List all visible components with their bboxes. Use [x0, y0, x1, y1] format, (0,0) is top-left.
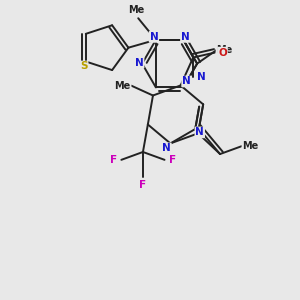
- Text: Me: Me: [114, 81, 131, 91]
- Text: N: N: [135, 58, 144, 68]
- Text: Me: Me: [242, 141, 259, 151]
- Text: F: F: [169, 155, 176, 165]
- Text: N: N: [150, 32, 158, 42]
- Text: N: N: [162, 143, 171, 153]
- Text: F: F: [140, 180, 146, 190]
- Text: N: N: [197, 72, 206, 82]
- Text: F: F: [110, 155, 117, 165]
- Text: N: N: [182, 76, 191, 86]
- Text: Me: Me: [217, 45, 233, 55]
- Text: S: S: [80, 61, 88, 71]
- Text: N: N: [195, 128, 204, 137]
- Text: N: N: [181, 32, 190, 42]
- Text: O: O: [218, 48, 227, 58]
- Text: Me: Me: [128, 5, 144, 15]
